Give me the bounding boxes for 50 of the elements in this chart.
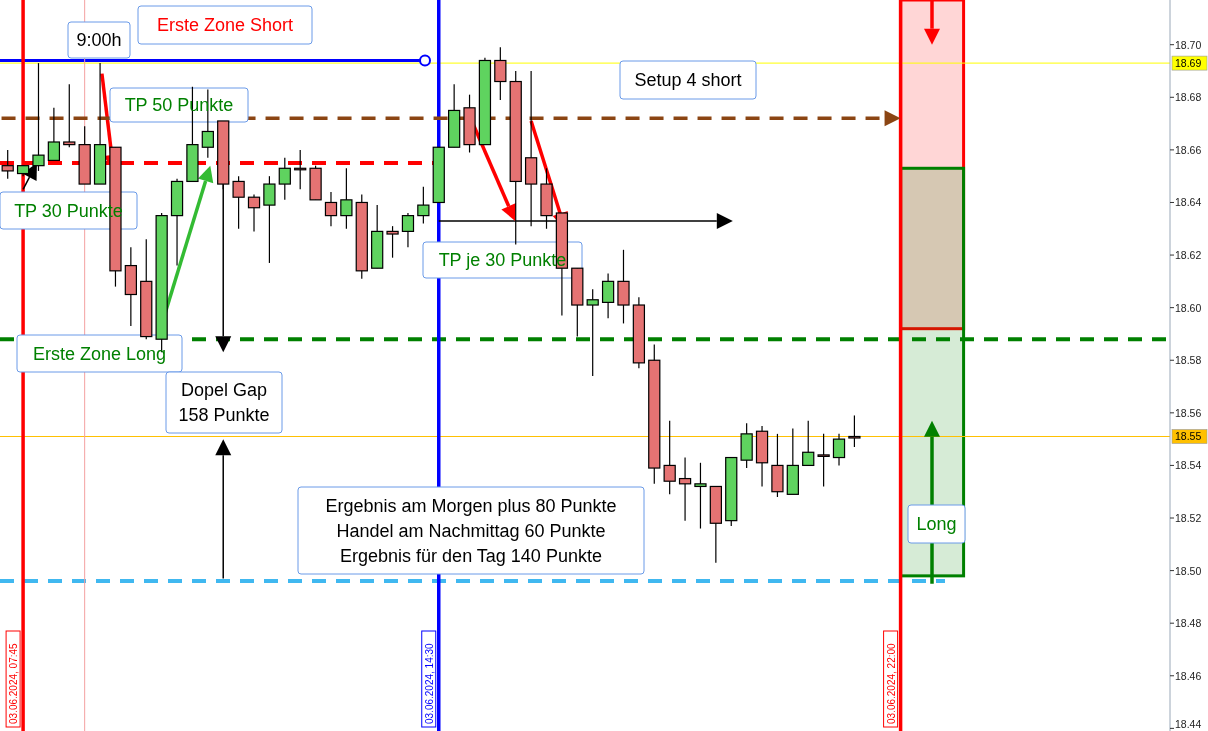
candlestick <box>232 175 245 230</box>
y-tick-label: 18.60 <box>1175 301 1202 314</box>
y-tick-label: 18.68 <box>1175 91 1202 104</box>
candlestick <box>32 62 45 172</box>
candlestick <box>47 107 61 161</box>
candlestick <box>247 193 261 232</box>
annotation: Long <box>916 514 957 534</box>
candlestick <box>324 191 338 227</box>
candlestick <box>278 157 291 201</box>
candlestick <box>617 249 630 325</box>
candlestick <box>63 83 76 148</box>
ref-line-label: 18.69 <box>1175 57 1202 70</box>
y-tick-label: 18.56 <box>1175 406 1202 419</box>
candlestick <box>417 186 430 225</box>
annotation: Ergebnis am Morgen plus 80 Punkte Handel am Nachmittag 60 Punkte Ergebnis für den Tag 140 Punkte <box>325 495 617 566</box>
y-tick-label: 18.52 <box>1175 512 1202 525</box>
candlestick <box>678 456 692 522</box>
annotation: Erste Zone Short <box>156 15 294 35</box>
annotation: 03.06.2024, 22:00 <box>885 642 897 724</box>
ref-line-label: 18.55 <box>1175 430 1202 443</box>
y-tick-label: 18.46 <box>1175 669 1202 682</box>
candlestick <box>340 167 353 230</box>
candlestick <box>663 420 676 495</box>
y-tick-label: 18.58 <box>1175 354 1202 367</box>
candlestick <box>494 46 507 101</box>
candlestick <box>586 288 599 377</box>
y-tick-label: 18.62 <box>1175 249 1202 262</box>
y-tick-label: 18.64 <box>1175 196 1202 209</box>
candlestick <box>817 433 830 488</box>
candlestick <box>832 433 846 467</box>
candlestick <box>386 225 399 259</box>
y-tick-label: 18.66 <box>1175 143 1202 156</box>
y-tick-label: 18.44 <box>1175 718 1202 730</box>
annotation: Erste Zone Long <box>32 343 167 364</box>
candlestick <box>694 462 707 530</box>
y-tick-label: 18.54 <box>1175 459 1202 472</box>
candlestick <box>401 212 415 248</box>
candlestick <box>1 149 14 180</box>
candlestick <box>601 272 615 319</box>
annotation: 9:00h <box>76 30 122 50</box>
candlestick <box>263 175 276 264</box>
annotation: Dopel Gap 158 Punkte <box>178 380 270 425</box>
candlestick <box>802 420 815 467</box>
candlestick <box>848 414 861 448</box>
y-tick-label: 18.70 <box>1175 38 1202 51</box>
annotation: 03.06.2024, 07:45 <box>8 642 20 724</box>
y-tick-label: 18.48 <box>1175 617 1202 630</box>
y-tick-label: 18.50 <box>1175 564 1202 577</box>
annotation: Setup 4 short <box>634 70 742 90</box>
annotation: 03.06.2024, 14:30 <box>423 642 435 724</box>
